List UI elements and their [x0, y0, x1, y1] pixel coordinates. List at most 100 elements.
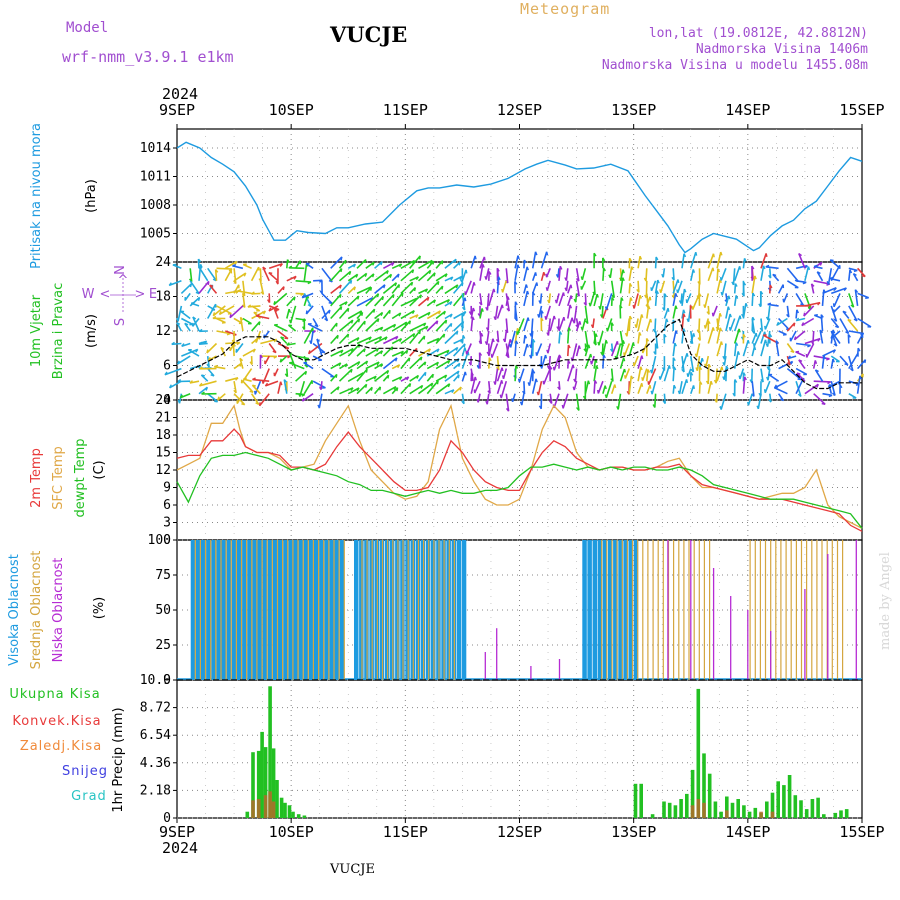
wind-barb	[646, 296, 651, 307]
wind-barb-head	[624, 332, 628, 337]
wind-barb	[444, 330, 459, 345]
wind-barb-head	[419, 294, 422, 299]
high-cloud-bar	[242, 540, 247, 680]
high-cloud-bar	[257, 540, 262, 680]
wind-barb-head	[436, 320, 439, 325]
wind-barb-head	[212, 315, 217, 319]
wind-barb	[391, 273, 400, 282]
wind-barb	[690, 385, 695, 394]
wind-barb	[813, 280, 830, 285]
wind-barb	[347, 318, 360, 332]
wind-barb	[848, 352, 859, 370]
wind-barb-head	[301, 393, 306, 397]
wind-barb	[786, 267, 799, 282]
wind-barb-head	[752, 292, 756, 297]
wind-barb-head	[372, 261, 375, 266]
y-tick-label: 0	[163, 393, 171, 408]
wind-barb	[602, 267, 605, 281]
wind-barb	[514, 255, 519, 269]
wind-barb	[242, 348, 256, 357]
wind-barb	[832, 305, 841, 314]
high-cloud-bar	[592, 540, 598, 680]
wind-barb-head	[832, 358, 835, 363]
wind-barb-head	[734, 379, 738, 383]
wind-barb	[751, 346, 756, 357]
high-cloud-bar	[293, 540, 298, 680]
wind-barb	[847, 318, 859, 332]
wind-barb	[830, 358, 834, 369]
wind-barb	[347, 286, 356, 294]
wind-barbs	[164, 251, 872, 412]
high-cloud-bar	[195, 540, 201, 680]
wind-barb	[305, 305, 314, 315]
wind-barb-head	[722, 355, 726, 360]
wind-barb-head	[699, 381, 703, 385]
wind-barb-head	[747, 401, 750, 406]
wind-barb-head	[300, 293, 305, 297]
wind-barb-head	[756, 405, 759, 410]
wind-barb-head	[396, 387, 399, 392]
wind-barb-head	[816, 384, 819, 388]
wind-barb	[391, 292, 404, 307]
wind-barb-head	[455, 284, 459, 289]
wind-barb	[540, 271, 545, 282]
wind-barb	[819, 329, 824, 344]
wind-barb-head	[622, 269, 625, 274]
wind-barb-head	[476, 398, 479, 403]
conv-precip-bar	[251, 800, 255, 818]
wind-barb-head	[365, 360, 369, 365]
wind-barb	[308, 342, 323, 355]
wind-barb-head	[782, 298, 785, 303]
wind-barb	[453, 386, 462, 395]
wind-barb	[516, 318, 525, 335]
wind-barb-head	[859, 375, 863, 380]
wind-barb	[646, 369, 649, 382]
total-precip-bar	[776, 781, 780, 818]
wind-barb	[690, 269, 695, 281]
wind-barb	[453, 275, 463, 282]
wind-barb-head	[580, 326, 583, 331]
wind-barb-head	[514, 281, 518, 285]
wind-barb	[575, 393, 580, 411]
wind-barb-head	[399, 338, 403, 343]
wind-barb	[289, 362, 305, 370]
wind-barb	[218, 305, 235, 316]
wind-barb-head	[707, 320, 711, 325]
wind-barb	[856, 348, 860, 357]
wind-barb-head	[381, 296, 384, 301]
wind-barb	[521, 393, 525, 406]
wind-barb-head	[609, 348, 614, 353]
wind-barb	[635, 318, 639, 328]
wind-barb-head	[611, 297, 615, 301]
wind-barb	[496, 304, 504, 319]
wind-barb	[435, 285, 444, 294]
conv-precip-bar	[759, 811, 763, 818]
wind-barb	[453, 343, 466, 357]
wind-barb-head	[712, 267, 715, 272]
wind-barb	[252, 378, 270, 382]
wind-barb-head	[398, 284, 400, 289]
wind-barb-head	[546, 365, 550, 370]
wind-barb-head	[549, 365, 553, 370]
wind-barb-head	[554, 299, 558, 304]
wind-barb	[181, 342, 191, 348]
wind-barb	[619, 297, 623, 306]
wind-barb-head	[177, 379, 182, 383]
wind-barb-head	[424, 372, 427, 376]
wind-barb-head	[685, 379, 689, 384]
total-precip-bar	[725, 796, 729, 818]
wind-barb-head	[742, 372, 746, 376]
wind-barb	[523, 266, 528, 281]
wind-barb-head	[218, 310, 222, 315]
wind-barb-head	[602, 257, 606, 262]
wind-barb	[565, 268, 569, 281]
wind-barb-head	[340, 349, 344, 354]
wind-barb	[295, 280, 312, 283]
wind-barb	[830, 380, 836, 396]
wind-barb-head	[686, 318, 690, 323]
wind-barb-head	[501, 367, 504, 372]
wind-barb-head	[545, 287, 548, 291]
wind-barb	[268, 343, 277, 354]
wind-barb-head	[456, 370, 460, 375]
wind-barb-head	[583, 348, 587, 353]
